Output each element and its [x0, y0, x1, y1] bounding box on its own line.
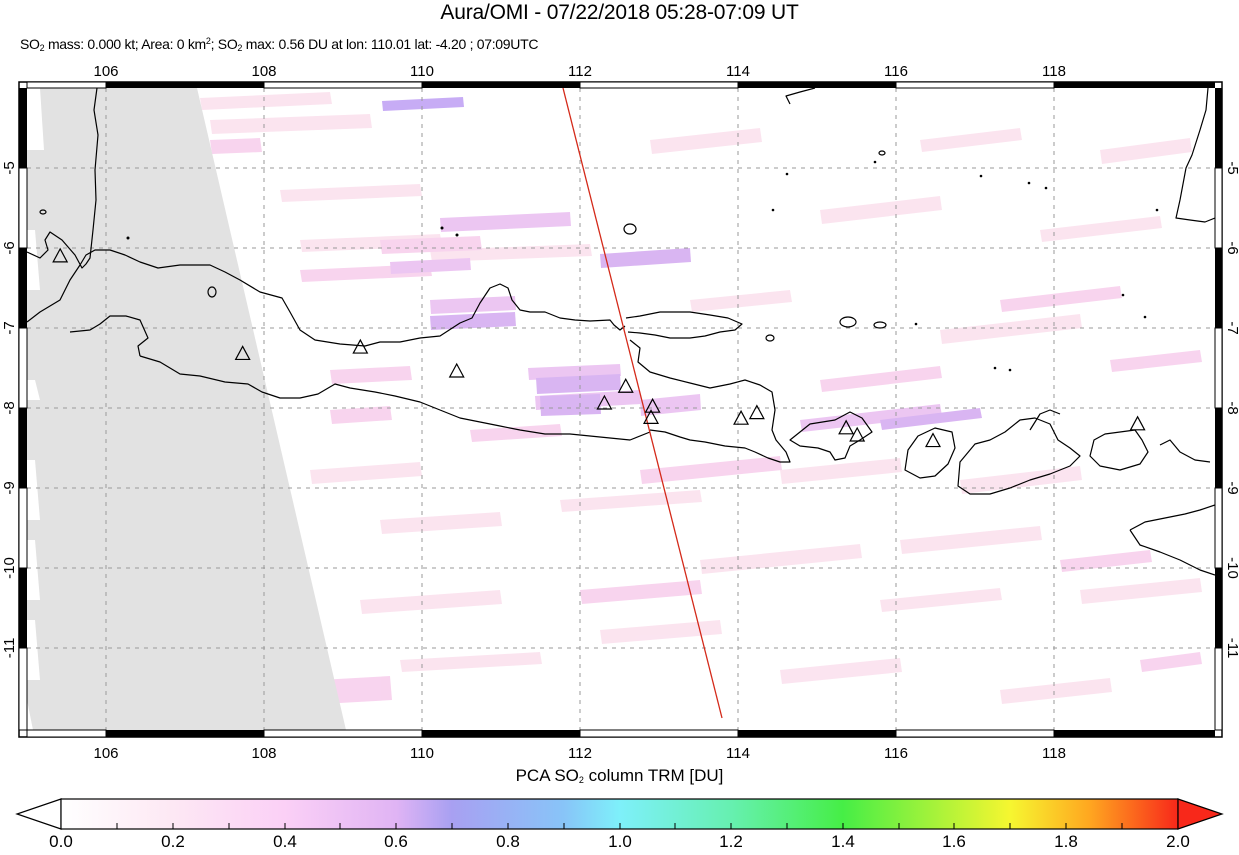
colorbar — [15, 798, 1224, 830]
map-title: Aura/OMI - 07/22/2018 05:28-07:09 UT — [440, 1, 799, 24]
svg-text:-9: -9 — [1, 481, 18, 494]
svg-text:-9: -9 — [1224, 481, 1239, 494]
volcano-icon — [1129, 415, 1146, 431]
svg-text:116: 116 — [884, 745, 908, 762]
coastlines — [27, 88, 1215, 576]
volcano-icon — [643, 409, 660, 424]
graticule — [27, 88, 1215, 730]
svg-text:108: 108 — [251, 63, 276, 80]
colorbar-max-arrow — [1177, 798, 1224, 830]
svg-text:-11: -11 — [1224, 638, 1239, 659]
svg-text:-8: -8 — [1224, 401, 1239, 414]
map-frame — [18, 81, 1223, 738]
svg-text:108: 108 — [251, 745, 276, 762]
svg-text:112: 112 — [568, 63, 592, 80]
svg-text:110: 110 — [410, 745, 434, 762]
lat-ticks-right: -5 -6 -7 -8 -9 -10 -11 — [1224, 161, 1239, 658]
volcano-icon — [849, 426, 866, 442]
svg-text:-10: -10 — [1, 557, 18, 579]
volcano-icon — [448, 362, 465, 378]
so2-pixels — [200, 92, 1202, 704]
colorbar-min-arrow — [15, 798, 62, 830]
volcano-icon — [748, 404, 765, 420]
volcano-icon — [838, 419, 855, 435]
svg-text:106: 106 — [93, 63, 118, 80]
svg-text:110: 110 — [410, 63, 434, 80]
svg-text:-8: -8 — [1, 401, 18, 414]
nodata-region — [27, 88, 346, 730]
volcano-icon — [52, 247, 69, 263]
svg-text:114: 114 — [726, 63, 750, 80]
colorbar-label: PCA SO2 column TRM [DU] — [515, 766, 724, 785]
svg-text:118: 118 — [1042, 745, 1066, 762]
volcano-icon — [733, 409, 750, 425]
svg-text:-7: -7 — [1224, 321, 1239, 334]
volcano-icon — [925, 432, 942, 448]
volcano-icon — [617, 377, 634, 393]
lon-ticks-bottom: 106 108 110 112 114 116 118 — [93, 745, 1065, 762]
svg-text:-11: -11 — [1, 638, 18, 659]
svg-text:114: 114 — [726, 745, 750, 762]
so2-summary: SO2 mass: 0.000 kt; Area: 0 km2; SO2 max… — [20, 36, 539, 53]
volcano-icon — [352, 338, 369, 354]
svg-text:-10: -10 — [1224, 557, 1239, 579]
map-plot-area — [27, 88, 1215, 730]
lat-ticks-left: -5 -6 -7 -8 -9 -10 -11 — [1, 161, 18, 658]
orbit-track-line — [562, 88, 723, 719]
volcano-icon — [596, 394, 613, 410]
svg-text:-7: -7 — [1, 321, 18, 334]
svg-text:-6: -6 — [1, 241, 18, 254]
svg-text:106: 106 — [93, 745, 118, 762]
svg-text:-5: -5 — [1224, 161, 1239, 174]
volcano-icon — [234, 345, 251, 361]
svg-text:-5: -5 — [1, 161, 18, 174]
svg-text:-6: -6 — [1224, 241, 1239, 254]
svg-text:118: 118 — [1042, 63, 1066, 80]
lon-ticks-top: 106 108 110 112 114 116 118 — [93, 63, 1065, 80]
volcano-markers — [52, 247, 1146, 448]
svg-text:116: 116 — [884, 63, 908, 80]
svg-text:112: 112 — [568, 745, 592, 762]
